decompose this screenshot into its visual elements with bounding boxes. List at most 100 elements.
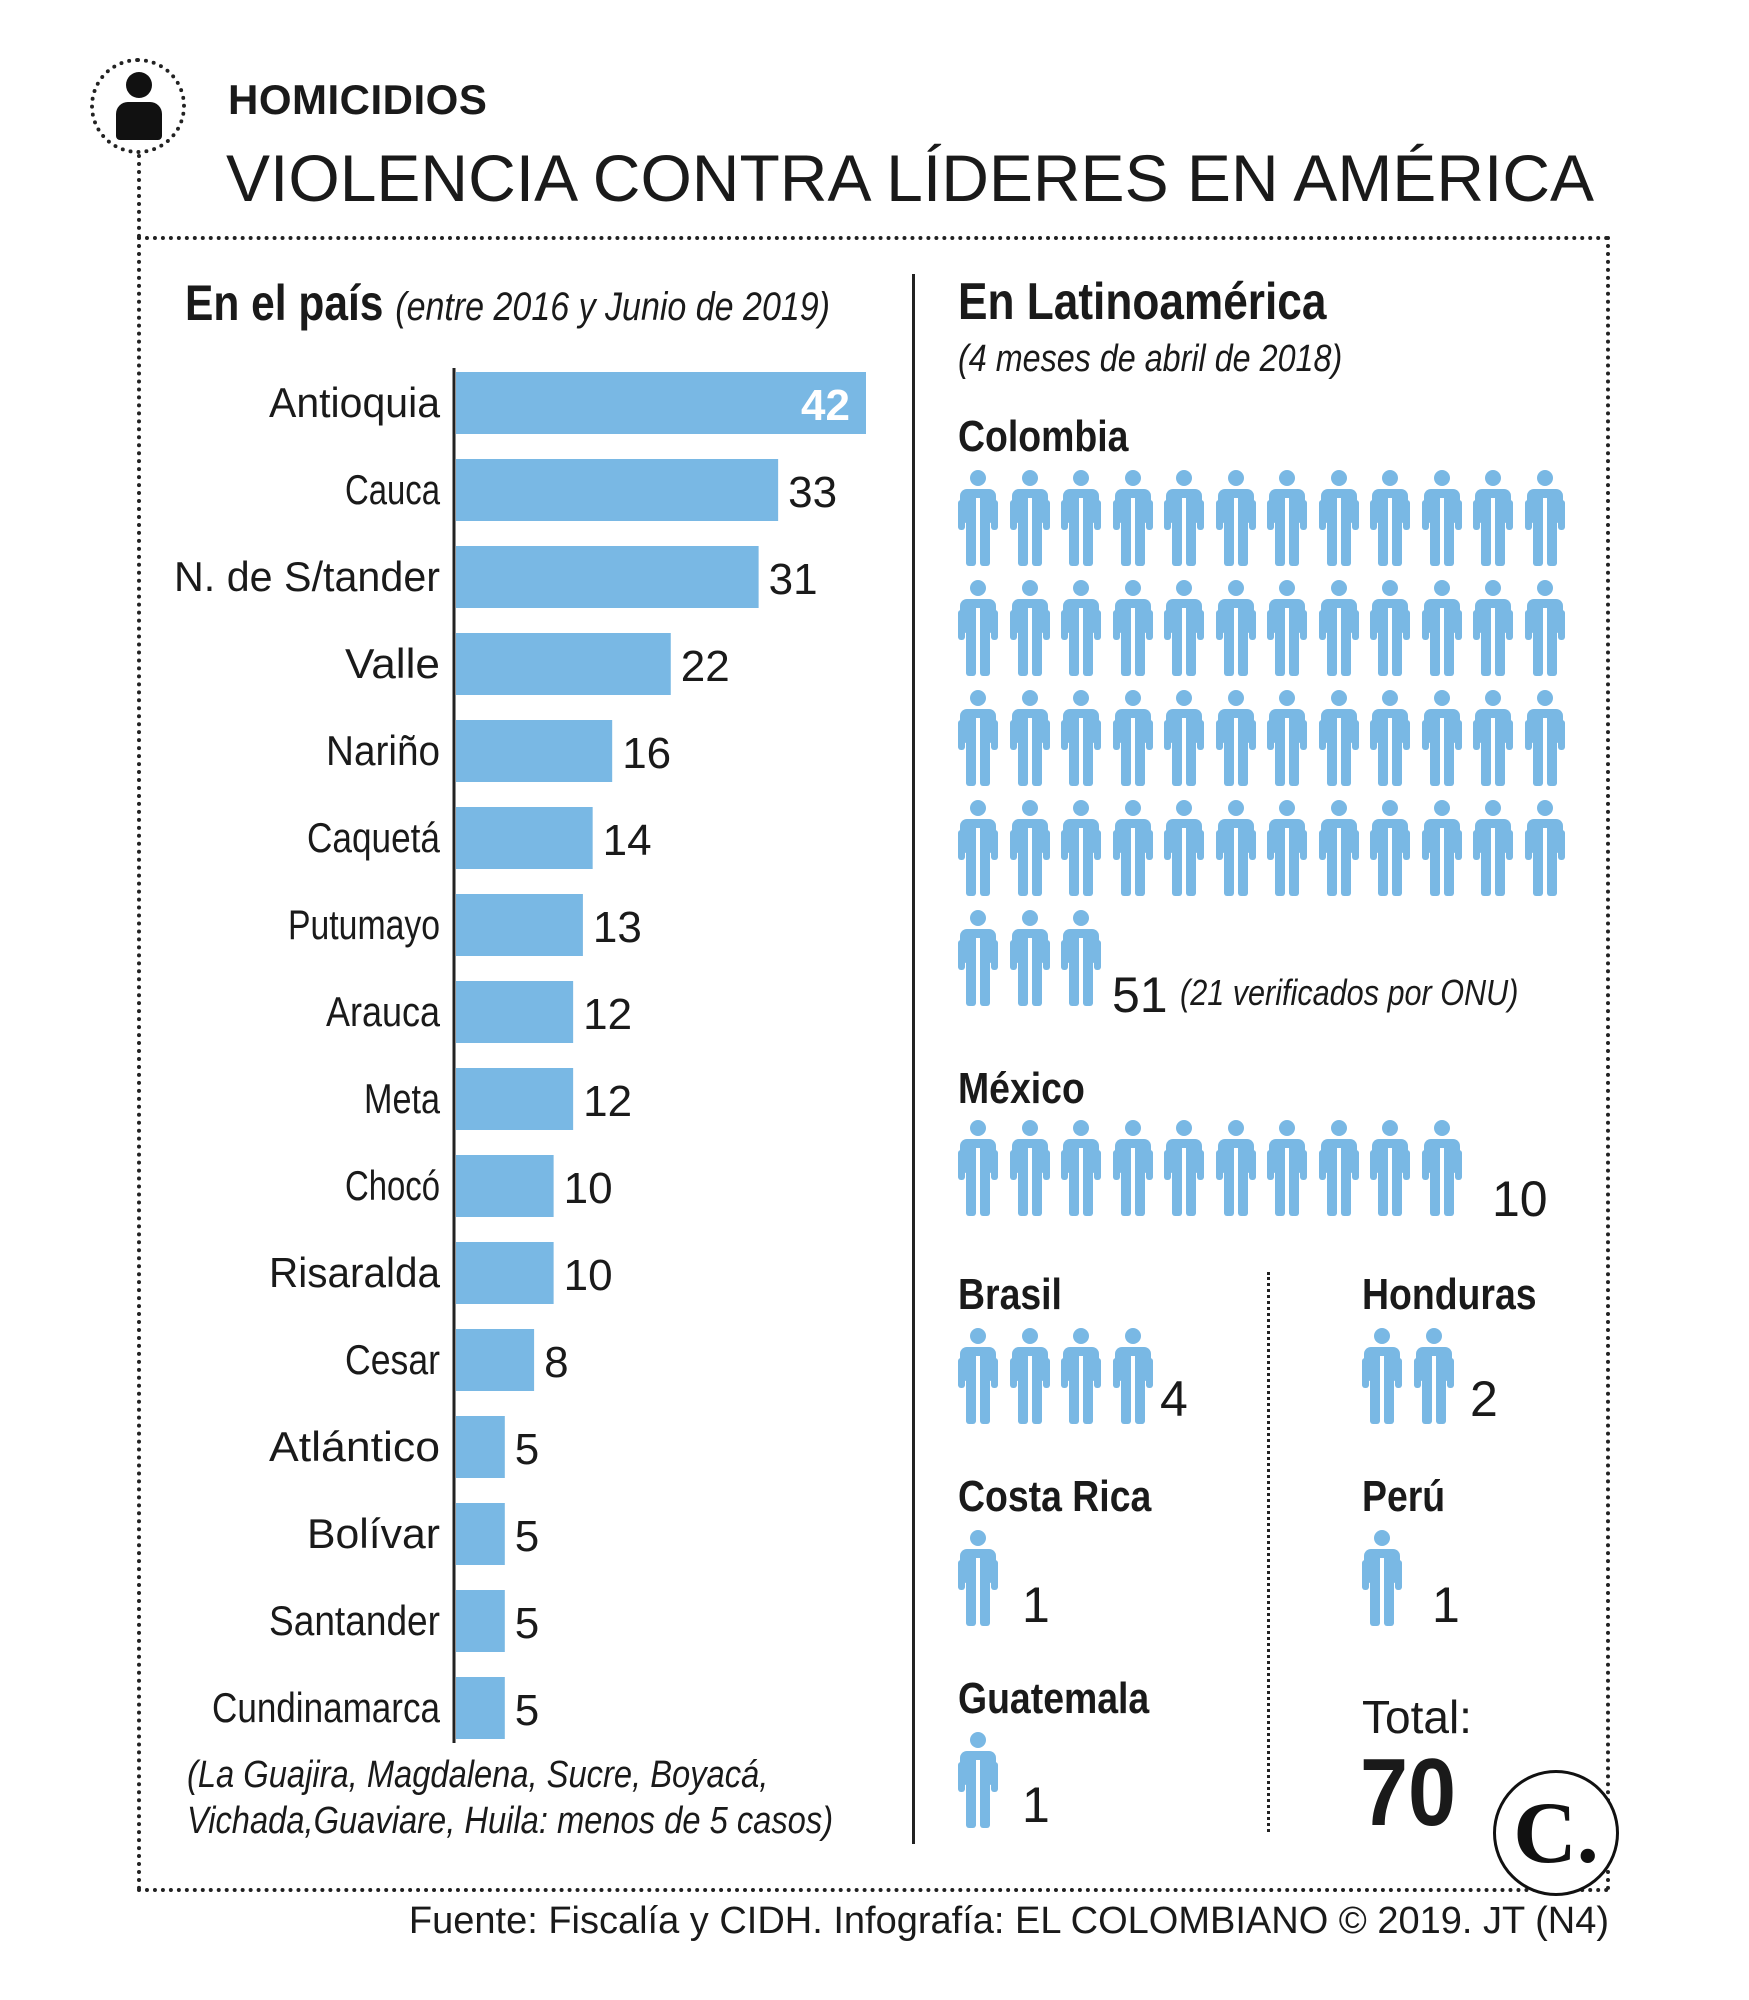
right-panel-subtitle: (4 meses de abril de 2018) [958, 338, 1343, 380]
person-icon [1422, 800, 1462, 896]
left-title-main: En el país [185, 275, 384, 331]
dotted-frame [137, 236, 1610, 1892]
person-icon [1216, 470, 1256, 566]
person-icon [1473, 580, 1513, 676]
el-colombiano-logo: C. [1493, 1770, 1619, 1896]
total-value: 70 [1360, 1739, 1457, 1846]
bar [456, 1242, 554, 1304]
category-label: Meta [364, 1075, 441, 1122]
bar-value-label: 16 [622, 729, 671, 778]
country-count: 1 [1022, 1577, 1050, 1633]
person-icon [1164, 690, 1204, 786]
person-icon [1216, 800, 1256, 896]
person-icon [1422, 580, 1462, 676]
person-icon [1473, 470, 1513, 566]
person-icon [1422, 690, 1462, 786]
category-label: Valle [345, 640, 440, 687]
person-icon [958, 910, 998, 1006]
bar-value-label: 22 [681, 642, 730, 691]
left-title-subtitle: (entre 2016 y Junio de 2019) [395, 285, 830, 329]
person-icon [1525, 800, 1565, 896]
person-icon [1216, 580, 1256, 676]
bar-value-label: 12 [583, 1077, 632, 1126]
bar [456, 807, 593, 869]
person-icon [1414, 1328, 1454, 1424]
person-icon [1113, 1120, 1153, 1216]
bar-value-label: 8 [544, 1338, 568, 1387]
person-icon [1422, 470, 1462, 566]
category-label: Nariño [326, 727, 440, 774]
bar-value-label: 33 [788, 468, 837, 517]
person-icon [1422, 1120, 1462, 1216]
category-label: Bolívar [307, 1510, 440, 1557]
category-label: Cauca [345, 466, 441, 513]
bar-value-label: 5 [515, 1686, 539, 1735]
country-count: 4 [1160, 1371, 1188, 1427]
person-icon [1267, 580, 1307, 676]
country-count: 1 [1432, 1577, 1460, 1633]
person-icon [1525, 690, 1565, 786]
person-icon [958, 690, 998, 786]
person-icon [1061, 470, 1101, 566]
person-icon [1319, 470, 1359, 566]
person-icon [1061, 910, 1101, 1006]
person-icon [1319, 690, 1359, 786]
bar [456, 1068, 574, 1130]
bar-value-label: 13 [593, 903, 642, 952]
category-label: Atlántico [269, 1423, 440, 1470]
category-label: Chocó [345, 1162, 440, 1209]
person-icon [958, 470, 998, 566]
country-count: 51 [1112, 967, 1168, 1023]
person-icon [1010, 470, 1050, 566]
person-icon [1216, 1120, 1256, 1216]
person-icon [1370, 1120, 1410, 1216]
bar [456, 894, 583, 956]
person-badge-icon [90, 58, 186, 154]
bar-value-label: 5 [515, 1425, 539, 1474]
person-icon [1061, 1120, 1101, 1216]
bar [456, 1677, 505, 1739]
pictogram-divider [1267, 1272, 1270, 1832]
bar-value-label: 12 [583, 990, 632, 1039]
bar-value-label: 42 [801, 381, 850, 430]
bar-value-label: 5 [515, 1512, 539, 1561]
country-label: Guatemala [958, 1674, 1150, 1723]
person-icon [1061, 1328, 1101, 1424]
category-label: Arauca [326, 988, 441, 1035]
person-icon [1319, 800, 1359, 896]
person-icon [1061, 690, 1101, 786]
bar [456, 1503, 505, 1565]
person-icon [1319, 580, 1359, 676]
person-icon [1113, 470, 1153, 566]
country-label: México [958, 1064, 1085, 1113]
category-label: Cesar [345, 1336, 440, 1383]
bar [456, 1155, 554, 1217]
person-icon [1525, 580, 1565, 676]
person-icon [1061, 800, 1101, 896]
person-icon [958, 1732, 998, 1828]
category-label: Risaralda [269, 1249, 441, 1296]
panel-divider [912, 274, 915, 1844]
person-icon [958, 1120, 998, 1216]
person-icon [1113, 800, 1153, 896]
left-footnote: (La Guajira, Magdalena, Sucre, Boyacá, V… [187, 1752, 833, 1844]
right-panel-title: En Latinoamérica [958, 273, 1327, 331]
person-icon [1267, 470, 1307, 566]
category-label: Antioquia [269, 379, 441, 426]
bar [456, 720, 613, 782]
bar [456, 1416, 505, 1478]
person-icon [1010, 580, 1050, 676]
person-icon [1267, 690, 1307, 786]
left-panel-title: En el país (entre 2016 y Junio de 2019) [185, 274, 830, 332]
bar-value-label: 5 [515, 1599, 539, 1648]
dotted-connector [137, 154, 141, 238]
country-count: 2 [1470, 1371, 1498, 1427]
category-label: Putumayo [288, 901, 440, 948]
category-label: Caquetá [307, 814, 441, 861]
source-credit: Fuente: Fiscalía y CIDH. Infografía: EL … [408, 1900, 1609, 1942]
bar-value-label: 10 [564, 1251, 613, 1300]
person-icon [1319, 1120, 1359, 1216]
person-icon [1113, 1328, 1153, 1424]
person-icon [1362, 1328, 1402, 1424]
person-icon [1370, 800, 1410, 896]
